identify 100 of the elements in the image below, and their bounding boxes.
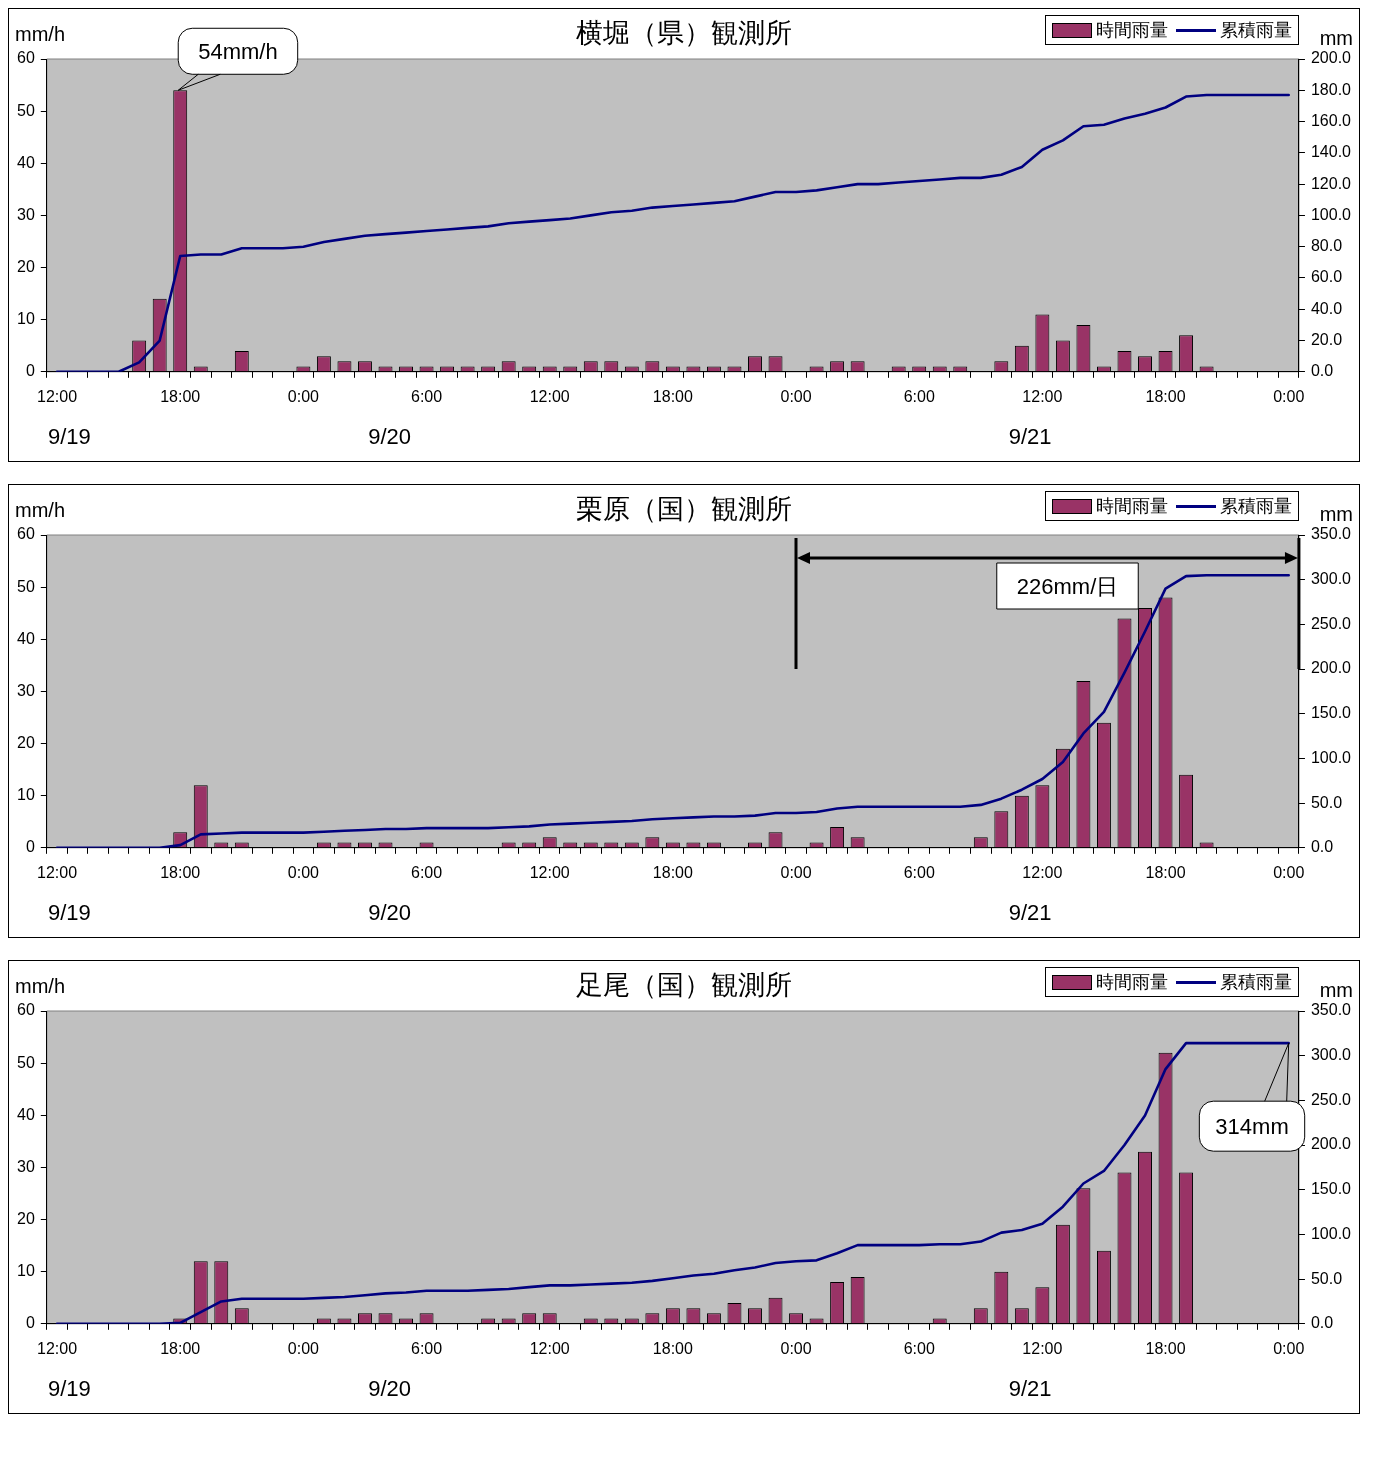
text: 9/21	[1008, 899, 1052, 925]
y2-tick-label: 150.0	[1310, 704, 1352, 722]
text: 9/21	[1008, 1375, 1052, 1401]
y2-tick-label: 250.0	[1310, 1090, 1352, 1108]
y-tick-label: 10	[17, 1262, 35, 1280]
y-tick-label: 50	[17, 1053, 35, 1071]
x-tick-label: 18:00	[1145, 1339, 1186, 1357]
y-tick-label: 0	[25, 1314, 35, 1332]
x-tick-label: 18:00	[160, 387, 201, 405]
y2-tick-label: 350.0	[1310, 525, 1352, 543]
y2-tick-label: 250.0	[1310, 614, 1352, 632]
y2-axis-title: mm	[1319, 503, 1353, 525]
y2-tick-label: 200.0	[1310, 49, 1352, 67]
annotation: 314mm	[1215, 1114, 1289, 1140]
legend-label: 時間雨量	[1096, 495, 1168, 518]
x-tick-label: 0:00	[1273, 863, 1305, 881]
y2-tick-label: 160.0	[1310, 111, 1352, 129]
y2-tick-label: 180.0	[1310, 80, 1352, 98]
legend-label: 累積雨量	[1220, 495, 1292, 518]
text: 9/20	[368, 423, 412, 449]
x-tick-label: 0:00	[287, 863, 320, 881]
text: 9/20	[368, 1375, 412, 1401]
y-axis-title: mm/h	[15, 975, 65, 997]
y-tick-label: 10	[17, 786, 35, 804]
x-tick-label: 6:00	[410, 863, 443, 881]
x-tick-label: 12:00	[1022, 387, 1063, 405]
legend-label: 時間雨量	[1096, 971, 1168, 994]
y-tick-label: 60	[17, 49, 35, 67]
x-tick-label: 0:00	[1273, 387, 1305, 405]
y-tick-label: 40	[17, 1105, 35, 1123]
y-tick-label: 40	[17, 153, 35, 171]
text: 9/20	[368, 899, 412, 925]
y-tick-label: 50	[17, 101, 35, 119]
x-tick-label: 6:00	[410, 1339, 443, 1357]
x-tick-label: 18:00	[1145, 387, 1186, 405]
y2-tick-label: 50.0	[1310, 793, 1343, 811]
chart-title: 横堀（県）観測所	[576, 18, 792, 48]
y2-tick-label: 50.0	[1310, 1269, 1343, 1287]
text: 9/19	[47, 1375, 91, 1401]
y-tick-label: 30	[17, 681, 35, 699]
y-axis-title: mm/h	[15, 23, 65, 45]
y2-tick-label: 80.0	[1310, 237, 1343, 255]
legend-label: 時間雨量	[1096, 19, 1168, 42]
x-tick-label: 0:00	[780, 863, 812, 881]
annotation: 226mm/日	[1016, 574, 1119, 599]
annotation: 54mm/h	[198, 39, 278, 65]
y-tick-label: 20	[17, 733, 35, 751]
legend-label: 累積雨量	[1220, 971, 1292, 994]
x-tick-label: 0:00	[780, 387, 812, 405]
y2-axis-title: mm	[1319, 27, 1353, 49]
x-tick-label: 18:00	[652, 863, 693, 881]
x-tick-label: 0:00	[780, 1339, 812, 1357]
text: 9/19	[47, 899, 91, 925]
y2-tick-label: 140.0	[1310, 143, 1352, 161]
x-tick-label: 6:00	[903, 387, 935, 405]
x-tick-label: 18:00	[160, 863, 201, 881]
text: 9/19	[47, 423, 91, 449]
y-tick-label: 30	[17, 1157, 35, 1175]
x-tick-label: 12:00	[529, 1339, 570, 1357]
x-tick-label: 12:00	[529, 863, 570, 881]
y2-tick-label: 350.0	[1310, 1001, 1352, 1019]
x-tick-label: 0:00	[1273, 1339, 1305, 1357]
x-tick-label: 6:00	[410, 387, 443, 405]
y2-axis-title: mm	[1319, 979, 1353, 1001]
y2-tick-label: 120.0	[1310, 174, 1352, 192]
x-tick-label: 12:00	[37, 863, 78, 881]
y2-tick-label: 150.0	[1310, 1180, 1352, 1198]
y-tick-label: 30	[17, 205, 35, 223]
y2-tick-label: 300.0	[1310, 570, 1352, 588]
x-tick-label: 12:00	[529, 387, 570, 405]
y2-tick-label: 200.0	[1310, 659, 1352, 677]
y2-tick-label: 100.0	[1310, 1224, 1352, 1242]
chart-title: 足尾（国）観測所	[576, 970, 792, 1000]
y-tick-label: 20	[17, 257, 35, 275]
legend-label: 累積雨量	[1220, 19, 1292, 42]
y2-tick-label: 40.0	[1310, 299, 1343, 317]
y2-tick-label: 100.0	[1310, 748, 1352, 766]
x-tick-label: 0:00	[287, 387, 320, 405]
y-tick-label: 60	[17, 525, 35, 543]
x-tick-label: 12:00	[1022, 863, 1063, 881]
y2-tick-label: 300.0	[1310, 1046, 1352, 1064]
x-tick-label: 6:00	[903, 863, 935, 881]
y-tick-label: 20	[17, 1209, 35, 1227]
y2-tick-label: 100.0	[1310, 205, 1352, 223]
y2-tick-label: 0.0	[1310, 362, 1334, 380]
y-tick-label: 0	[25, 362, 35, 380]
x-tick-label: 12:00	[1022, 1339, 1063, 1357]
y2-tick-label: 0.0	[1310, 1314, 1334, 1332]
x-tick-label: 18:00	[652, 387, 693, 405]
y-tick-label: 60	[17, 1001, 35, 1019]
text: 9/21	[1008, 423, 1052, 449]
x-tick-label: 0:00	[287, 1339, 320, 1357]
x-tick-label: 6:00	[903, 1339, 935, 1357]
x-tick-label: 12:00	[37, 387, 78, 405]
y2-tick-label: 60.0	[1310, 268, 1343, 286]
x-tick-label: 18:00	[160, 1339, 201, 1357]
chart-title: 栗原（国）観測所	[576, 494, 792, 524]
x-tick-label: 18:00	[1145, 863, 1186, 881]
y-tick-label: 40	[17, 629, 35, 647]
y2-tick-label: 200.0	[1310, 1135, 1352, 1153]
